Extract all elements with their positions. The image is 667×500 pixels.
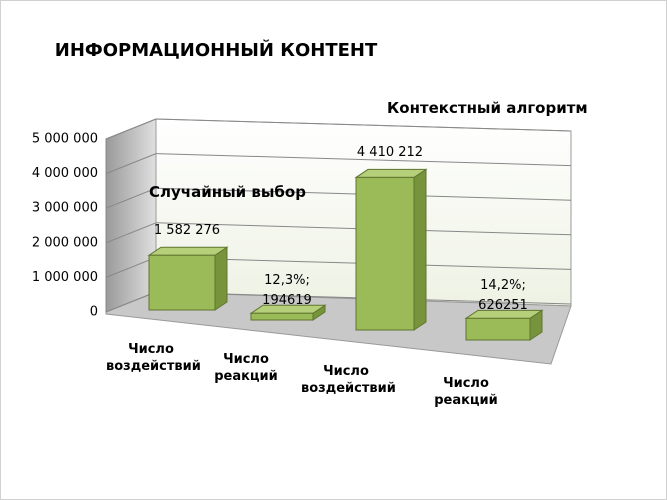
bar-top xyxy=(354,168,428,178)
grid-line xyxy=(105,153,157,175)
y-tick-label: 2 000 000 xyxy=(32,235,98,250)
value-label: 4 410 212 xyxy=(356,145,424,161)
bar-front xyxy=(465,317,531,341)
y-tick-label: 1 000 000 xyxy=(32,270,98,285)
grid-line xyxy=(155,118,572,132)
bar-top xyxy=(147,246,229,256)
y-tick-label: 5 000 000 xyxy=(32,132,98,147)
bar-front xyxy=(355,176,415,331)
bar-side xyxy=(413,168,427,331)
bar-front xyxy=(148,254,216,311)
grid-line xyxy=(105,118,157,140)
y-tick-label: 3 000 000 xyxy=(32,201,98,216)
bar-front xyxy=(250,312,314,321)
bar-side xyxy=(214,246,228,311)
x-tick-label: Число воздействий xyxy=(301,364,396,396)
bar xyxy=(249,304,327,321)
grid-line xyxy=(105,222,157,244)
grid-line xyxy=(105,187,157,209)
grid-line xyxy=(155,153,572,167)
bar xyxy=(464,309,544,341)
value-label: 14,2%; 626251 xyxy=(478,278,528,314)
annotation: Случайный выбор xyxy=(149,183,306,201)
value-label: 1 582 276 xyxy=(153,223,221,239)
x-tick-label: Число реакций xyxy=(214,352,278,384)
grid-line xyxy=(105,291,157,313)
x-tick-label: Число воздействий xyxy=(106,342,201,374)
value-label: 12,3%; 194619 xyxy=(262,273,312,309)
chart-title: ИНФОРМАЦИОННЫЙ КОНТЕНТ xyxy=(55,39,378,61)
y-tick-label: 4 000 000 xyxy=(32,166,98,181)
bar xyxy=(354,168,428,331)
grid-line xyxy=(105,256,157,278)
bar xyxy=(147,246,229,311)
y-tick-label: 0 xyxy=(90,305,98,320)
annotation: Контекстный алгоритм xyxy=(387,99,588,117)
x-tick-label: Число реакций xyxy=(434,376,498,408)
